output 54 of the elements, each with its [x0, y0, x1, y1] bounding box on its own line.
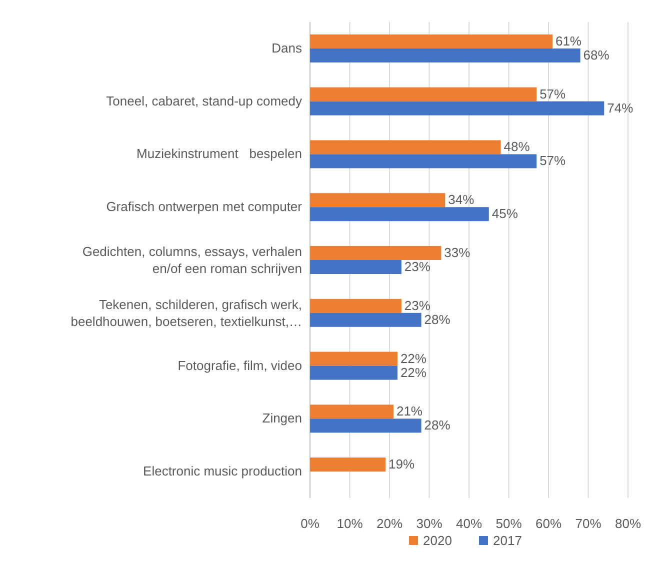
data-label: 34%: [448, 192, 475, 208]
x-tick-label: 40%: [456, 516, 482, 531]
data-label: 33%: [444, 245, 471, 260]
x-tick-label: 80%: [614, 516, 642, 531]
data-label: 74%: [607, 100, 634, 116]
data-label: 45%: [492, 206, 518, 222]
data-label: 57%: [540, 86, 566, 102]
data-label: 22%: [400, 350, 427, 366]
y-tick-label: Electronic music production: [143, 464, 302, 479]
data-label: 28%: [424, 312, 451, 327]
bar: [310, 48, 580, 62]
data-label: 48%: [504, 139, 530, 154]
data-label: 21%: [396, 404, 423, 419]
x-tick-label: 20%: [376, 516, 403, 531]
y-tick-label: Dans: [272, 40, 302, 56]
data-label: 28%: [424, 418, 451, 433]
y-tick-label: Gedichten, columns, essays, verhalen en/of een roman schrijven: [82, 244, 302, 276]
data-label: 22%: [400, 364, 427, 380]
y-tick-label: Zingen: [262, 410, 302, 426]
data-label: 68%: [583, 47, 610, 62]
bar: [310, 404, 394, 419]
bar: [310, 298, 402, 313]
bar: [310, 352, 398, 366]
data-label: 23%: [404, 259, 431, 274]
x-tick-label: 50%: [496, 516, 522, 531]
bar: [310, 154, 537, 168]
bar: [310, 260, 402, 274]
y-tick-label: Tekenen, schilderen, grafisch werk, beeldhouwen, boetseren, textielkunst,…: [70, 296, 302, 329]
bar: [310, 101, 604, 116]
bar: [310, 193, 446, 208]
y-tick-label: Grafisch ontwerpen met computer: [106, 199, 303, 214]
data-label: 19%: [388, 456, 415, 472]
x-tick-label: 10%: [336, 516, 364, 531]
bar: [310, 418, 422, 433]
bar: [310, 246, 442, 260]
bar: [310, 207, 489, 222]
bar: [310, 87, 537, 102]
y-tick-label: Muziekinstrument bespelen: [136, 146, 302, 162]
data-label: 57%: [540, 153, 566, 168]
legend-label: 2017: [493, 533, 522, 548]
legend-label: 2020: [423, 533, 452, 548]
bar: [310, 140, 501, 154]
y-tick-label: Fotografie, film, video: [178, 358, 302, 373]
data-label: 61%: [555, 33, 582, 48]
x-tick-label: 60%: [535, 516, 562, 531]
y-tick-label: Toneel, cabaret, stand-up comedy: [106, 93, 302, 108]
x-tick-label: 30%: [416, 516, 443, 531]
x-tick-label: 70%: [575, 516, 602, 531]
data-label: 23%: [404, 298, 431, 313]
bar: [310, 366, 398, 380]
bar: [310, 458, 386, 472]
bar: [310, 34, 552, 48]
x-tick-label: 0%: [300, 516, 320, 531]
bar: [310, 312, 422, 327]
